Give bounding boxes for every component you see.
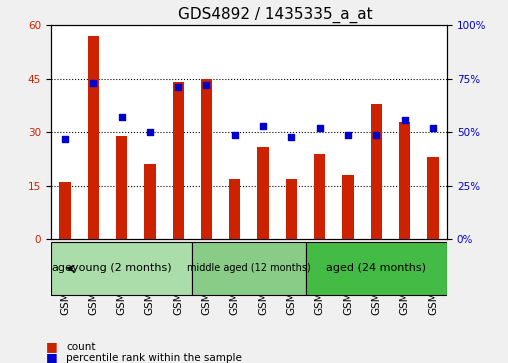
Bar	[173, 82, 184, 239]
Bar	[399, 122, 410, 239]
Bar	[427, 157, 438, 239]
Bar	[201, 79, 212, 239]
FancyBboxPatch shape	[305, 242, 447, 295]
Text: ■: ■	[46, 351, 57, 363]
Point	[117, 114, 125, 120]
Point	[372, 132, 380, 138]
Text: percentile rank within the sample: percentile rank within the sample	[66, 352, 242, 363]
Bar	[87, 36, 99, 239]
Bar	[229, 179, 240, 239]
FancyBboxPatch shape	[51, 242, 193, 295]
FancyBboxPatch shape	[193, 242, 305, 295]
Point	[231, 132, 239, 138]
Text: aged (24 months): aged (24 months)	[326, 264, 426, 273]
Text: young (2 months): young (2 months)	[72, 264, 171, 273]
Point	[315, 125, 324, 131]
Bar	[258, 147, 269, 239]
Text: middle aged (12 months): middle aged (12 months)	[187, 264, 311, 273]
Point	[146, 130, 154, 135]
Bar	[314, 154, 325, 239]
Point	[259, 123, 267, 129]
Point	[61, 136, 69, 142]
Bar	[116, 136, 127, 239]
Point	[288, 134, 296, 139]
Bar	[59, 182, 71, 239]
Text: GDS4892 / 1435335_a_at: GDS4892 / 1435335_a_at	[178, 7, 372, 24]
Point	[400, 117, 408, 122]
Text: count: count	[66, 342, 96, 352]
Point	[89, 80, 98, 86]
Text: age: age	[51, 264, 72, 273]
Text: ■: ■	[46, 340, 57, 353]
Point	[344, 132, 352, 138]
Point	[174, 85, 182, 90]
Bar	[371, 104, 382, 239]
Bar	[285, 179, 297, 239]
Point	[202, 82, 210, 88]
Bar	[144, 164, 155, 239]
Point	[429, 125, 437, 131]
Bar	[342, 175, 354, 239]
